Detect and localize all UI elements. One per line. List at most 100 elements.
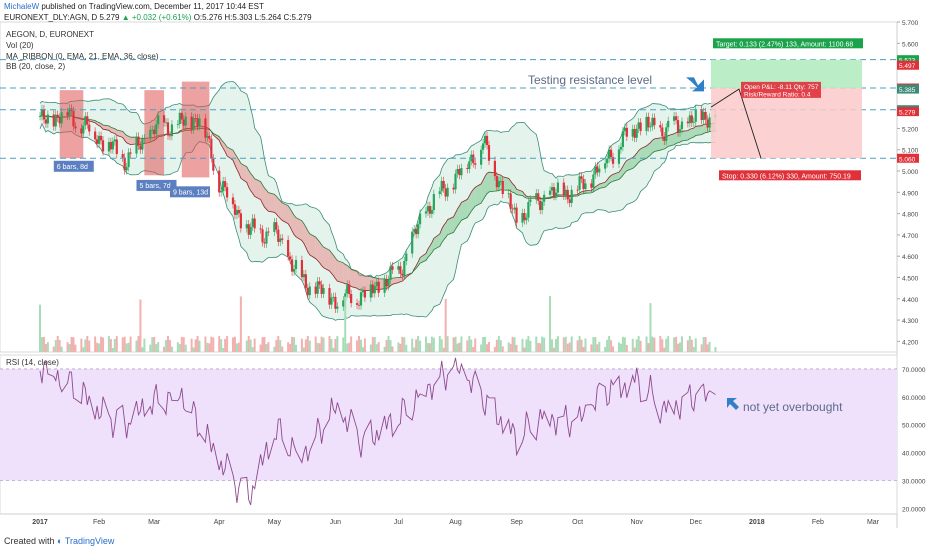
candle-body (94, 131, 97, 140)
candle-body (281, 238, 284, 240)
price-tag-label: 5.279 (899, 110, 916, 117)
ribbon-segment (648, 142, 651, 157)
candle-body (328, 288, 331, 305)
candle-body (432, 194, 435, 211)
volume-bar (554, 338, 557, 352)
ribbon-segment (402, 276, 405, 282)
candle-body (659, 125, 662, 128)
candle-body (259, 228, 262, 230)
ribbon-segment (254, 178, 261, 200)
volume-bar (109, 339, 112, 352)
candle-body (674, 116, 678, 121)
ribbon-segment (654, 137, 661, 152)
candle-body (700, 109, 703, 121)
volume-bar (247, 336, 250, 352)
price-tag (897, 84, 919, 94)
volume-bar (273, 346, 276, 352)
ribbon-segment (122, 131, 125, 141)
ribbon-segment (508, 178, 511, 192)
candle-body (501, 180, 504, 195)
volume-bar (86, 336, 89, 352)
candle-body (466, 168, 469, 169)
price-tick-label: 5.000 (902, 169, 919, 176)
candle-body (416, 224, 420, 235)
price-tag (897, 107, 919, 117)
volume-legend[interactable]: Vol (20) (6, 41, 34, 50)
volume-bar (702, 337, 705, 352)
ribbon-segment (613, 172, 619, 182)
volume-bar (316, 342, 319, 352)
volume-bar (336, 336, 339, 352)
candle-body (253, 218, 256, 229)
candle-body (182, 119, 185, 126)
volume-bar (155, 344, 158, 352)
volume-bar (426, 342, 429, 352)
volume-bar (708, 341, 711, 352)
candle-body (606, 158, 609, 164)
ribbon-segment (227, 147, 233, 161)
volume-bar (54, 340, 57, 352)
candle-body (460, 168, 463, 176)
candle-body (267, 231, 270, 233)
candle-body (592, 174, 595, 188)
footer-created-with: Created with (4, 536, 55, 546)
ribbon-segment (469, 192, 472, 215)
footer-brand[interactable]: TradingView (64, 536, 115, 546)
candle-body (361, 290, 365, 293)
candle-body (273, 222, 276, 232)
volume-bar (417, 336, 420, 352)
bar-count-box (169, 186, 210, 198)
volume-bar (428, 343, 431, 352)
candle-body (332, 296, 335, 298)
candle-body (107, 142, 111, 152)
ribbon-segment (359, 272, 361, 290)
volume-bar (60, 346, 63, 352)
volume-bar (194, 339, 197, 352)
candle-body (290, 259, 294, 272)
volume-bar (651, 336, 654, 352)
volume-bar (606, 339, 609, 352)
candle-body (294, 260, 298, 270)
volume-bar (334, 338, 337, 352)
bb-legend[interactable]: BB (20, close, 2) (6, 62, 66, 71)
volume-bar (151, 337, 154, 352)
author-link[interactable]: MichaleW (4, 2, 40, 11)
measure-zone (59, 90, 84, 159)
symbol-text: EURONEXT_DLY:AGN, D (4, 13, 98, 22)
volume-bar (592, 337, 595, 352)
candle-body (155, 124, 158, 135)
volume-bar (377, 342, 380, 352)
candle-body (225, 187, 229, 198)
candle-body (661, 127, 664, 137)
candle-body (42, 109, 46, 120)
volume-bar (125, 343, 128, 352)
price-tag-label: 5.497 (899, 63, 916, 70)
ribbon-legend[interactable]: MA_RIBBON (0, EMA, 21, EMA, 36, close) (6, 52, 159, 61)
ribbon-segment (634, 153, 637, 167)
candle-body (192, 118, 195, 130)
rsi-tick-label: 20.0000 (902, 506, 926, 513)
candle-body (54, 114, 57, 127)
volume-bar (604, 346, 607, 352)
rsi-tick-label: 50.0000 (902, 423, 926, 430)
volume-bar (446, 336, 449, 352)
ribbon-segment (296, 217, 302, 241)
rsi-legend[interactable]: RSI (14, close) (6, 358, 59, 367)
volume-bar (537, 343, 540, 352)
volume-bar (291, 336, 294, 352)
ribbon-segment (447, 216, 454, 235)
ribbon-segment (345, 264, 348, 284)
candle-body (210, 138, 213, 159)
time-tick-label: Nov (630, 519, 643, 526)
volume-bar (619, 343, 622, 352)
candle-body (694, 109, 697, 122)
candle-body (389, 266, 392, 280)
volume-bar (192, 347, 195, 352)
candle-body (418, 213, 422, 225)
volume-bar (549, 296, 552, 352)
volume-bar (570, 336, 573, 352)
volume-bar (66, 342, 69, 352)
candle-body (129, 152, 132, 154)
volume-bar (135, 340, 138, 352)
